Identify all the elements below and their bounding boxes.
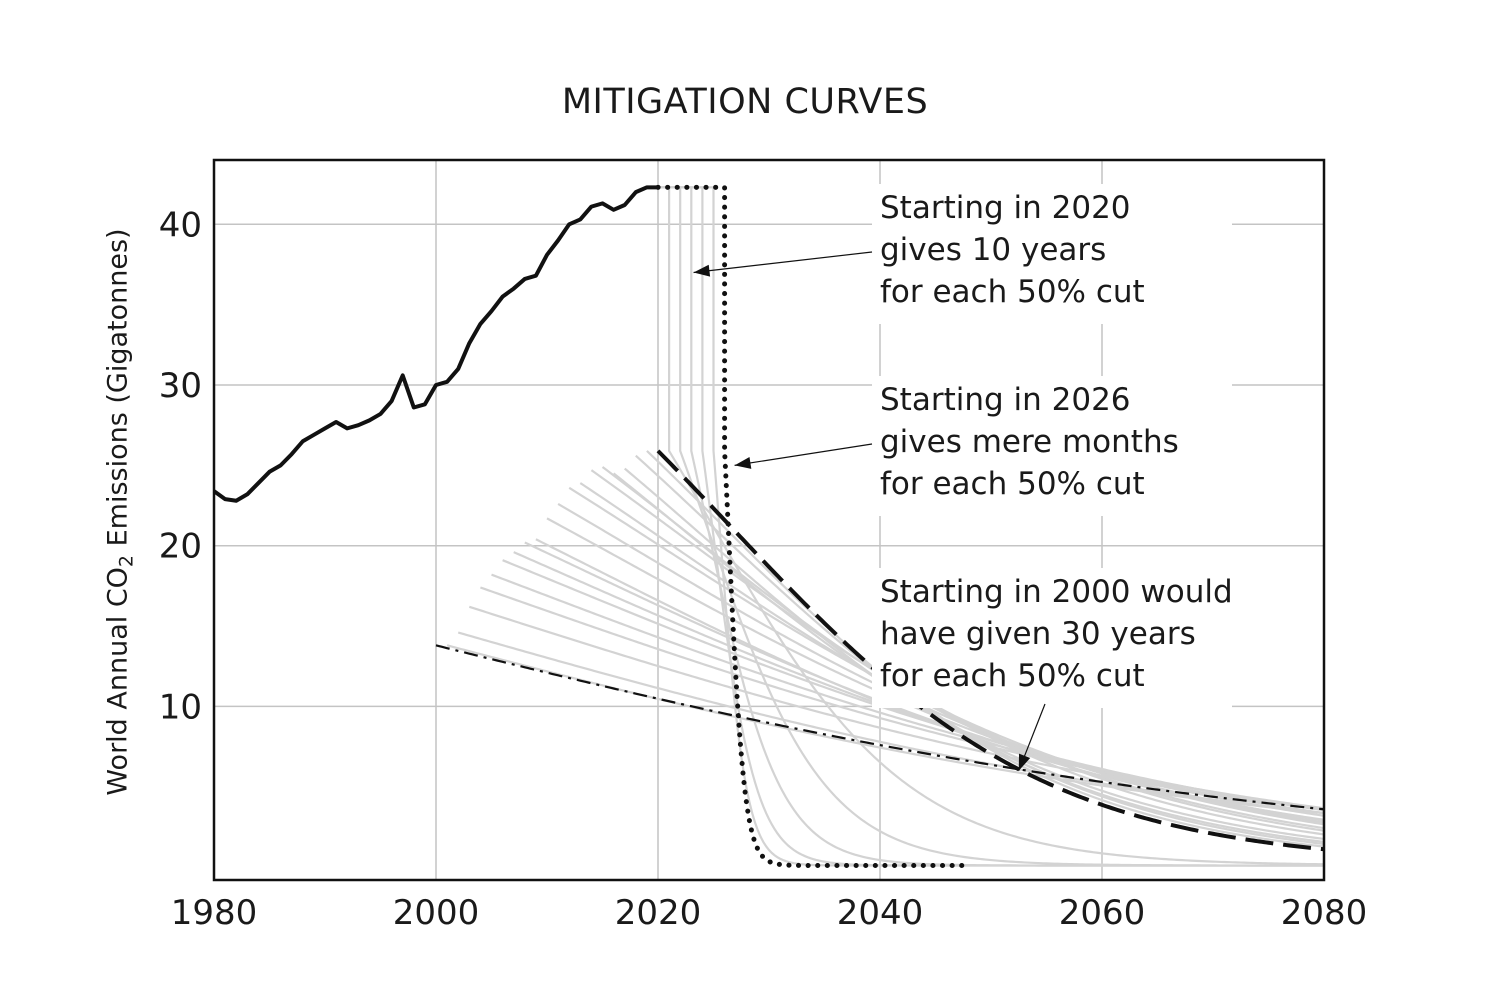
mitigation-curve-2011 bbox=[557, 502, 1325, 824]
y-tick-label: 10 bbox=[159, 687, 202, 727]
curve-start-2000 bbox=[435, 644, 1325, 811]
annotation-background bbox=[872, 376, 1232, 516]
annotation-text-line: for each 50% cut bbox=[880, 274, 1145, 310]
annotation-arrow-line bbox=[734, 443, 873, 466]
x-tick-label: 1980 bbox=[171, 893, 258, 933]
mitigation-curve-2001 bbox=[446, 644, 1325, 815]
annotation-text-line: Starting in 2026 bbox=[880, 382, 1131, 418]
annotation-1: Starting in 2020 gives 10 years for each 5… bbox=[693, 184, 1232, 324]
annotation-text-line: for each 50% cut bbox=[880, 466, 1145, 502]
annotation-arrowhead bbox=[1018, 753, 1031, 771]
annotation-text-line: Starting in 2020 bbox=[880, 190, 1131, 226]
main-curves bbox=[212, 184, 1325, 869]
curve-start-2020 bbox=[656, 449, 1325, 852]
mitigation-curve-2025 bbox=[658, 186, 1324, 867]
plot-frame bbox=[212, 158, 1326, 882]
annotations: Starting in 2020 gives 10 years for each 5… bbox=[693, 184, 1233, 771]
chart-title: MITIGATION CURVES bbox=[561, 82, 929, 122]
annotation-background bbox=[872, 184, 1232, 324]
mitigation-curve-2018 bbox=[635, 454, 1325, 846]
mitigation-curve-family bbox=[446, 186, 1325, 867]
y-tick-label: 20 bbox=[159, 527, 202, 567]
x-tick-label: 2020 bbox=[615, 893, 702, 933]
annotation-3: Starting in 2000 would have given 30 year… bbox=[872, 568, 1233, 771]
historical-emissions-line bbox=[212, 185, 658, 503]
annotation-2: Starting in 2026 gives mere months for eac… bbox=[734, 376, 1232, 516]
y-tick-label: 40 bbox=[159, 205, 202, 245]
annotation-text-line: gives 10 years bbox=[880, 232, 1106, 268]
mitigation-curve-2008 bbox=[524, 541, 1325, 817]
annotation-arrowhead bbox=[734, 456, 752, 469]
annotation-arrow-line bbox=[693, 251, 873, 274]
annotation-text-line: Starting in 2000 would bbox=[880, 574, 1233, 610]
plot-border bbox=[212, 158, 1326, 882]
mitigation-curve-2019 bbox=[646, 450, 1325, 848]
annotation-arrowhead bbox=[693, 264, 711, 277]
tick-labels: 1980 2000 2020 2040 2060 2080 10 20 30 40 bbox=[159, 205, 1368, 933]
x-tick-label: 2080 bbox=[1281, 893, 1368, 933]
mitigation-curve-2021 bbox=[658, 186, 1325, 866]
x-tick-label: 2000 bbox=[393, 893, 480, 933]
annotation-text-line: for each 50% cut bbox=[880, 658, 1145, 694]
curve-start-2026 bbox=[655, 184, 972, 869]
y-tick-label: 30 bbox=[159, 366, 202, 406]
mitigation-curve-2006 bbox=[502, 559, 1325, 812]
x-tick-label: 2060 bbox=[1059, 893, 1146, 933]
annotation-text-line: gives mere months bbox=[880, 424, 1179, 460]
annotation-text-line: have given 30 years bbox=[880, 616, 1196, 652]
annotation-background bbox=[872, 568, 1232, 708]
x-tick-label: 2040 bbox=[837, 893, 924, 933]
